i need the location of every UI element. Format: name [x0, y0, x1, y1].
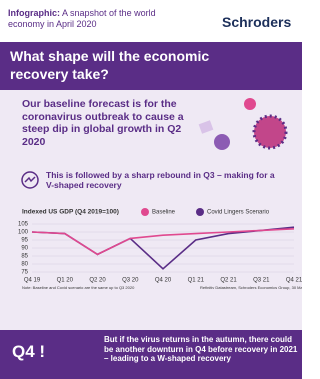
legend-label: Covid Lingers Scenario — [207, 210, 270, 216]
x-tick-label: Q3 20 — [122, 278, 139, 284]
x-tick-label: Q4 21 — [286, 278, 302, 284]
x-tick-label: Q4 20 — [155, 278, 172, 284]
y-tick-label: 100 — [18, 230, 29, 236]
y-tick-label: 105 — [18, 222, 29, 228]
x-tick-label: Q2 21 — [220, 278, 237, 284]
y-tick-label: 85 — [21, 254, 28, 260]
x-tick-label: Q1 20 — [57, 278, 74, 284]
question-band: What shape will the economic recovery ta… — [0, 42, 302, 90]
legend-swatch — [141, 208, 149, 216]
footer-badge: Q4 ! — [12, 342, 45, 362]
header-label: Infographic: — [8, 8, 60, 18]
legend-swatch — [196, 208, 204, 216]
y-tick-label: 90 — [21, 246, 28, 252]
rebound-icon — [20, 170, 40, 190]
header: Infographic: A snapshot of the world eco… — [0, 0, 302, 42]
virus-icons — [190, 92, 300, 162]
x-tick-label: Q2 20 — [89, 278, 106, 284]
rebound: This is followed by a sharp rebound in Q… — [46, 170, 276, 190]
footer: Q4 ! But if the virus returns in the aut… — [0, 330, 302, 379]
y-tick-label: 80 — [21, 262, 28, 268]
legend-label: Baseline — [152, 210, 176, 216]
x-tick-label: Q4 19 — [24, 278, 41, 284]
x-tick-label: Q1 21 — [188, 278, 205, 284]
y-tick-label: 75 — [21, 270, 28, 276]
chart: Indexed US GDP (Q4 2019=100) Baseline Cov… — [0, 200, 302, 330]
series-line — [32, 229, 294, 255]
x-tick-label: Q3 21 — [253, 278, 270, 284]
brand: Schroders — [222, 14, 291, 30]
chart-source: Refinitiv Datastream, Schroders Economic… — [200, 285, 302, 290]
y-tick-label: 95 — [21, 238, 28, 244]
chart-title: Indexed US GDP (Q4 2019=100) — [22, 209, 119, 216]
footer-text: But if the virus returns in the autumn, … — [104, 335, 299, 364]
header-text: Infographic: A snapshot of the world eco… — [8, 8, 178, 30]
infographic: Infographic: A snapshot of the world eco… — [0, 0, 302, 379]
intro: Our baseline forecast is for the coronav… — [22, 98, 187, 148]
chart-note: Note: Baseline and Covid scenario are th… — [22, 285, 135, 290]
question: What shape will the economic recovery ta… — [10, 47, 250, 83]
